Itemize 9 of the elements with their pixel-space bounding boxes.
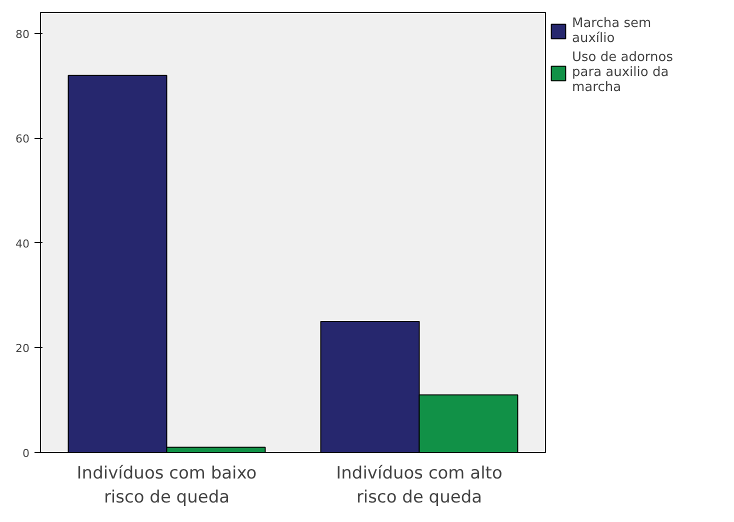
legend-label: Marcha sem auxílio [572,16,652,46]
y-tick-label: 80 [16,28,30,41]
y-tick-label: 40 [16,237,30,250]
x-tick-label: Indivíduos com alto risco de queda [336,464,502,508]
legend-label: Uso de adornos para auxilio da marcha [572,50,674,95]
y-tick-label: 60 [16,132,30,146]
x-tick-label: Indivíduos com baixo risco de queda [76,464,257,508]
y-tick-label: 0 [22,447,30,460]
y-tick-label: 20 [16,342,30,356]
